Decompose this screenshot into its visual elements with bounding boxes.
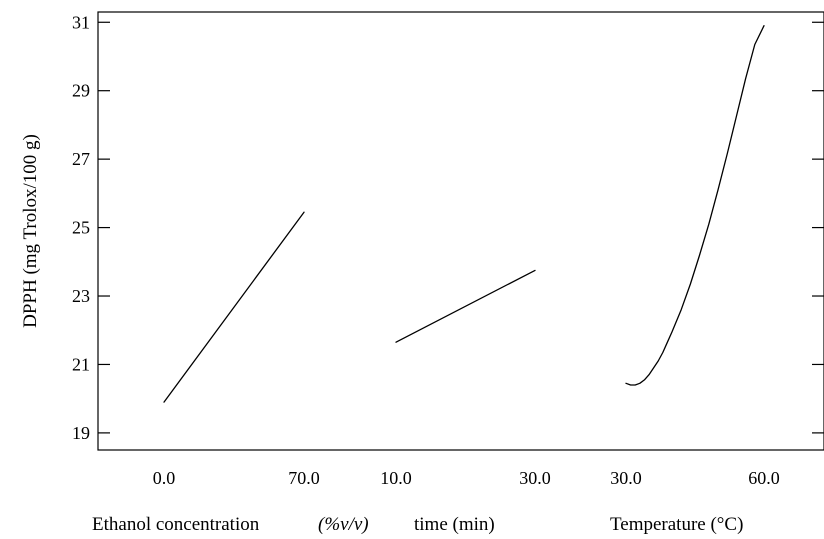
x-axis-title-time: time (min) [414,514,495,535]
y-tick-label: 27 [72,149,90,169]
x-tick-label: 60.0 [748,468,780,488]
x-tick-label: 10.0 [380,468,412,488]
series-line [163,211,305,403]
x-axis-title-ethanol-unit: (%v/v) [318,514,369,535]
x-axis-title-ethanol: Ethanol concentration [92,514,260,535]
y-tick-label: 21 [72,354,90,374]
series-layer [163,25,765,403]
series-line [395,269,536,343]
x-tick-label: 0.0 [153,468,176,488]
y-tick-label: 23 [72,286,90,306]
y-tick-label: 29 [72,81,90,101]
y-axis: 19 21 23 25 27 29 31 [72,12,824,443]
series-line [625,25,765,386]
y-tick-label: 31 [72,12,90,32]
x-tick-label: 70.0 [288,468,320,488]
x-tick-label: 30.0 [610,468,642,488]
y-tick-label: 25 [72,218,90,238]
y-tick-label: 19 [72,423,90,443]
plot-area-frame [97,11,824,451]
x-axis-title-temperature: Temperature (°C) [610,514,743,535]
x-axes: 0.0 70.0 10.0 30.0 30.0 60.0 [153,468,780,488]
x-tick-label: 30.0 [519,468,551,488]
y-axis-title: DPPH (mg Trolox/100 g) [20,134,41,328]
